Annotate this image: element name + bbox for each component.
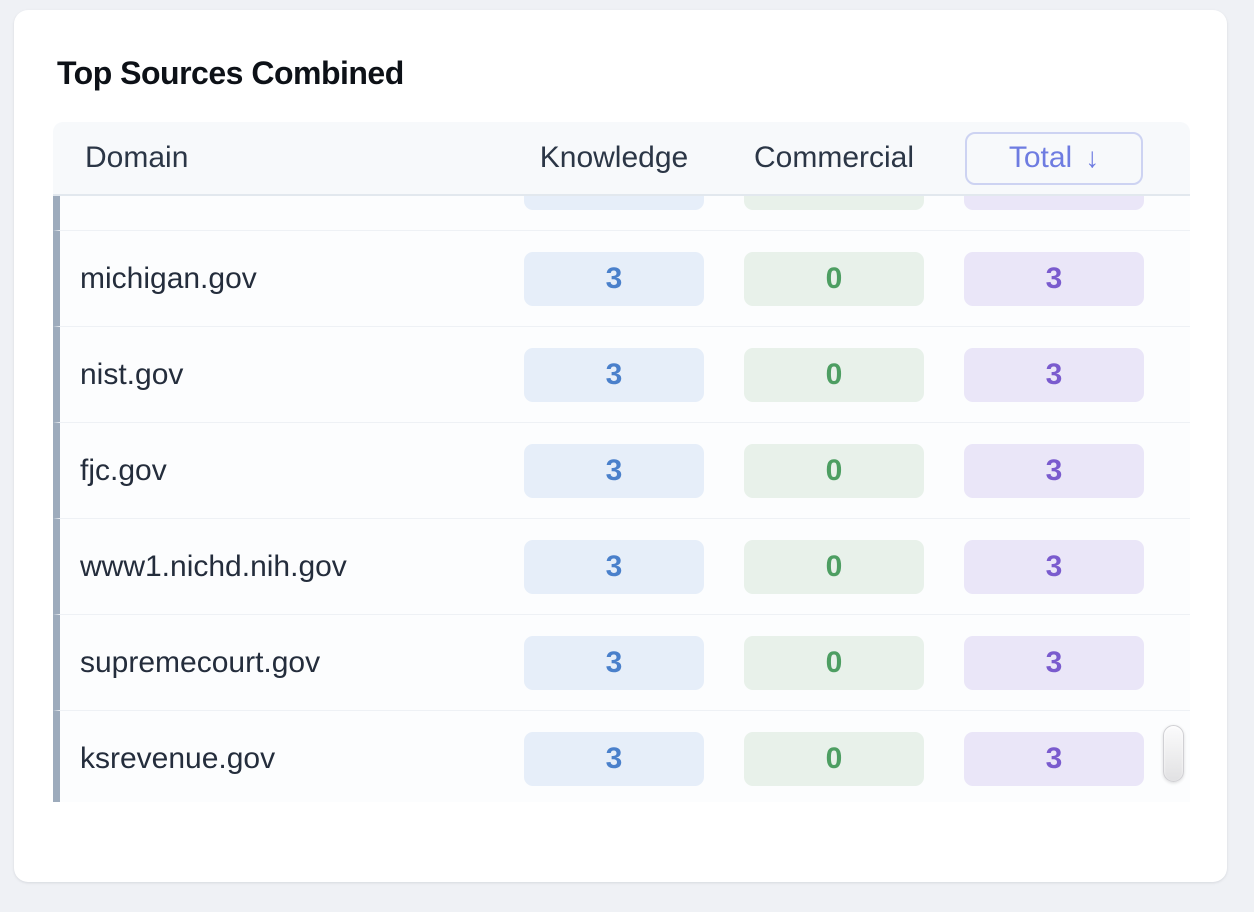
commercial-count-badge: 0 <box>744 443 924 498</box>
table-row: nist.gov 3 0 3 <box>53 327 1190 423</box>
column-header-total-cell: Total ↓ <box>964 131 1144 185</box>
total-cell: 3 <box>964 635 1144 690</box>
commercial-cell: 0 <box>744 251 924 306</box>
sort-by-total-button[interactable]: Total ↓ <box>965 131 1143 185</box>
total-count-badge <box>964 196 1144 210</box>
total-count-badge: 3 <box>964 443 1144 498</box>
column-header-domain: Domain <box>85 141 189 174</box>
commercial-cell: 0 <box>744 443 924 498</box>
vertical-scrollbar-thumb[interactable] <box>1163 725 1184 782</box>
table-row <box>53 196 1190 231</box>
table-row: www1.nichd.nih.gov 3 0 3 <box>53 519 1190 615</box>
card-title: Top Sources Combined <box>57 55 404 91</box>
commercial-cell: 0 <box>744 347 924 402</box>
total-count-badge: 3 <box>964 635 1144 690</box>
commercial-count-badge: 0 <box>744 251 924 306</box>
table-row: supremecourt.gov 3 0 3 <box>53 615 1190 711</box>
knowledge-count-badge: 3 <box>524 251 704 306</box>
table-body-scroll-area[interactable]: michigan.gov 3 0 3 nist.gov 3 0 3 fjc.go… <box>53 196 1190 802</box>
knowledge-cell: 3 <box>524 731 704 786</box>
column-header-commercial[interactable]: Commercial <box>753 141 915 174</box>
table-row: fjc.gov 3 0 3 <box>53 423 1190 519</box>
total-cell: 3 <box>964 347 1144 402</box>
top-sources-card: Top Sources Combined Domain Knowledge Co… <box>14 10 1227 882</box>
knowledge-count-badge <box>524 196 704 210</box>
domain-cell: www1.nichd.nih.gov <box>80 549 347 583</box>
total-count-badge: 3 <box>964 347 1144 402</box>
column-header-knowledge[interactable]: Knowledge <box>539 141 689 174</box>
domain-cell: fjc.gov <box>80 453 167 487</box>
table-row: michigan.gov 3 0 3 <box>53 231 1190 327</box>
commercial-count-badge <box>744 196 924 210</box>
commercial-count-badge: 0 <box>744 347 924 402</box>
knowledge-count-badge: 3 <box>524 635 704 690</box>
total-count-badge: 3 <box>964 539 1144 594</box>
total-cell: 3 <box>964 443 1144 498</box>
knowledge-count-badge: 3 <box>524 539 704 594</box>
domain-cell: ksrevenue.gov <box>80 741 276 775</box>
domain-cell: michigan.gov <box>80 261 257 295</box>
sort-descending-arrow-icon: ↓ <box>1085 142 1100 173</box>
knowledge-count-badge: 3 <box>524 347 704 402</box>
commercial-count-badge: 0 <box>744 539 924 594</box>
domain-cell: nist.gov <box>80 357 184 391</box>
knowledge-count-badge: 3 <box>524 731 704 786</box>
total-count-badge: 3 <box>964 251 1144 306</box>
total-cell <box>964 196 1144 210</box>
table-row: ksrevenue.gov 3 0 3 <box>53 711 1190 802</box>
total-label: Total <box>1008 141 1073 174</box>
commercial-count-badge: 0 <box>744 731 924 786</box>
total-cell: 3 <box>964 731 1144 786</box>
total-cell: 3 <box>964 539 1144 594</box>
table-header-row: Domain Knowledge Commercial Total ↓ <box>53 122 1190 196</box>
knowledge-cell: 3 <box>524 539 704 594</box>
total-count-badge: 3 <box>964 731 1144 786</box>
knowledge-cell <box>524 196 704 210</box>
table-body: michigan.gov 3 0 3 nist.gov 3 0 3 fjc.go… <box>53 196 1190 802</box>
knowledge-cell: 3 <box>524 347 704 402</box>
commercial-cell: 0 <box>744 539 924 594</box>
knowledge-cell: 3 <box>524 251 704 306</box>
knowledge-cell: 3 <box>524 443 704 498</box>
commercial-cell: 0 <box>744 635 924 690</box>
commercial-cell: 0 <box>744 731 924 786</box>
commercial-count-badge: 0 <box>744 635 924 690</box>
commercial-cell <box>744 196 924 210</box>
knowledge-count-badge: 3 <box>524 443 704 498</box>
knowledge-cell: 3 <box>524 635 704 690</box>
total-cell: 3 <box>964 251 1144 306</box>
domain-cell: supremecourt.gov <box>80 645 321 679</box>
sources-table: Domain Knowledge Commercial Total ↓ mich… <box>53 122 1190 802</box>
